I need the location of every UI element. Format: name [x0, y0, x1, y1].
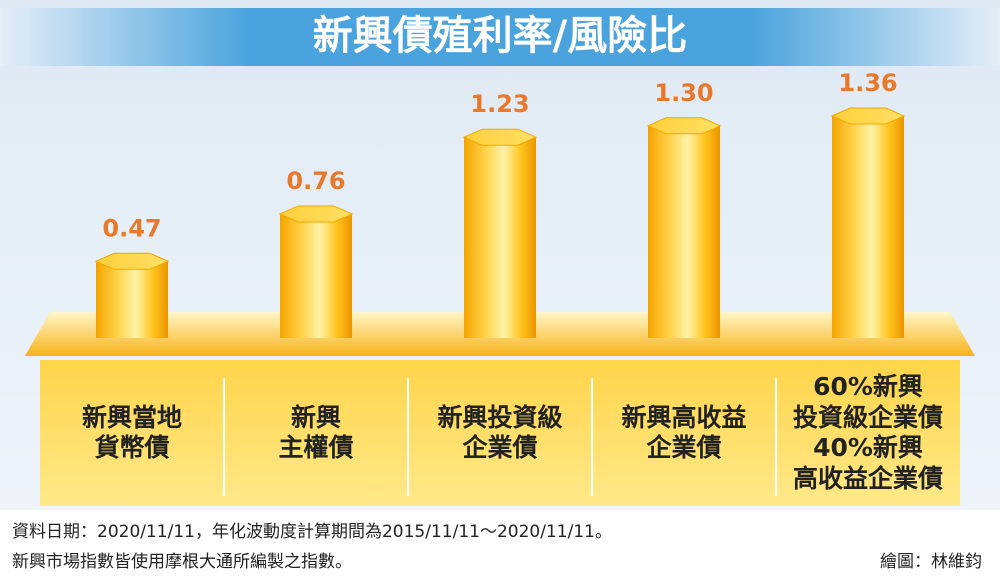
category-label: 新興當地 貨幣債	[81, 402, 182, 463]
category-band	[40, 360, 960, 506]
bar	[648, 125, 720, 338]
footnote: 資料日期：2020/11/11，年化波動度計算期間為2015/11/11～202…	[12, 522, 612, 542]
chart-title: 新興債殖利率/風險比	[313, 13, 688, 59]
bar	[464, 137, 536, 338]
bar-cap	[278, 205, 354, 223]
value-label: 0.47	[102, 214, 161, 242]
value-label: 1.23	[470, 90, 529, 118]
title-band	[0, 8, 1000, 66]
bar-cap	[94, 252, 170, 270]
bar	[832, 116, 904, 338]
value-label: 1.36	[838, 69, 897, 97]
bar	[96, 261, 168, 338]
bar-cap	[830, 107, 906, 125]
value-label: 0.76	[286, 167, 345, 195]
footnote: 新興市場指數皆使用摩根大通所編製之指數。	[12, 552, 352, 572]
bar	[280, 213, 352, 338]
category-label: 新興高收益 企業債	[621, 402, 747, 463]
bar-cap	[462, 128, 538, 146]
bar-cap	[646, 117, 722, 135]
category-label: 新興投資級 企業債	[437, 402, 563, 463]
value-label: 1.30	[654, 79, 713, 107]
category-label: 60%新興 投資級企業債 40%新興 高收益企業債	[792, 372, 943, 493]
credit: 繪圖：林維鈞	[880, 552, 982, 572]
category-label: 新興 主權債	[278, 402, 354, 463]
